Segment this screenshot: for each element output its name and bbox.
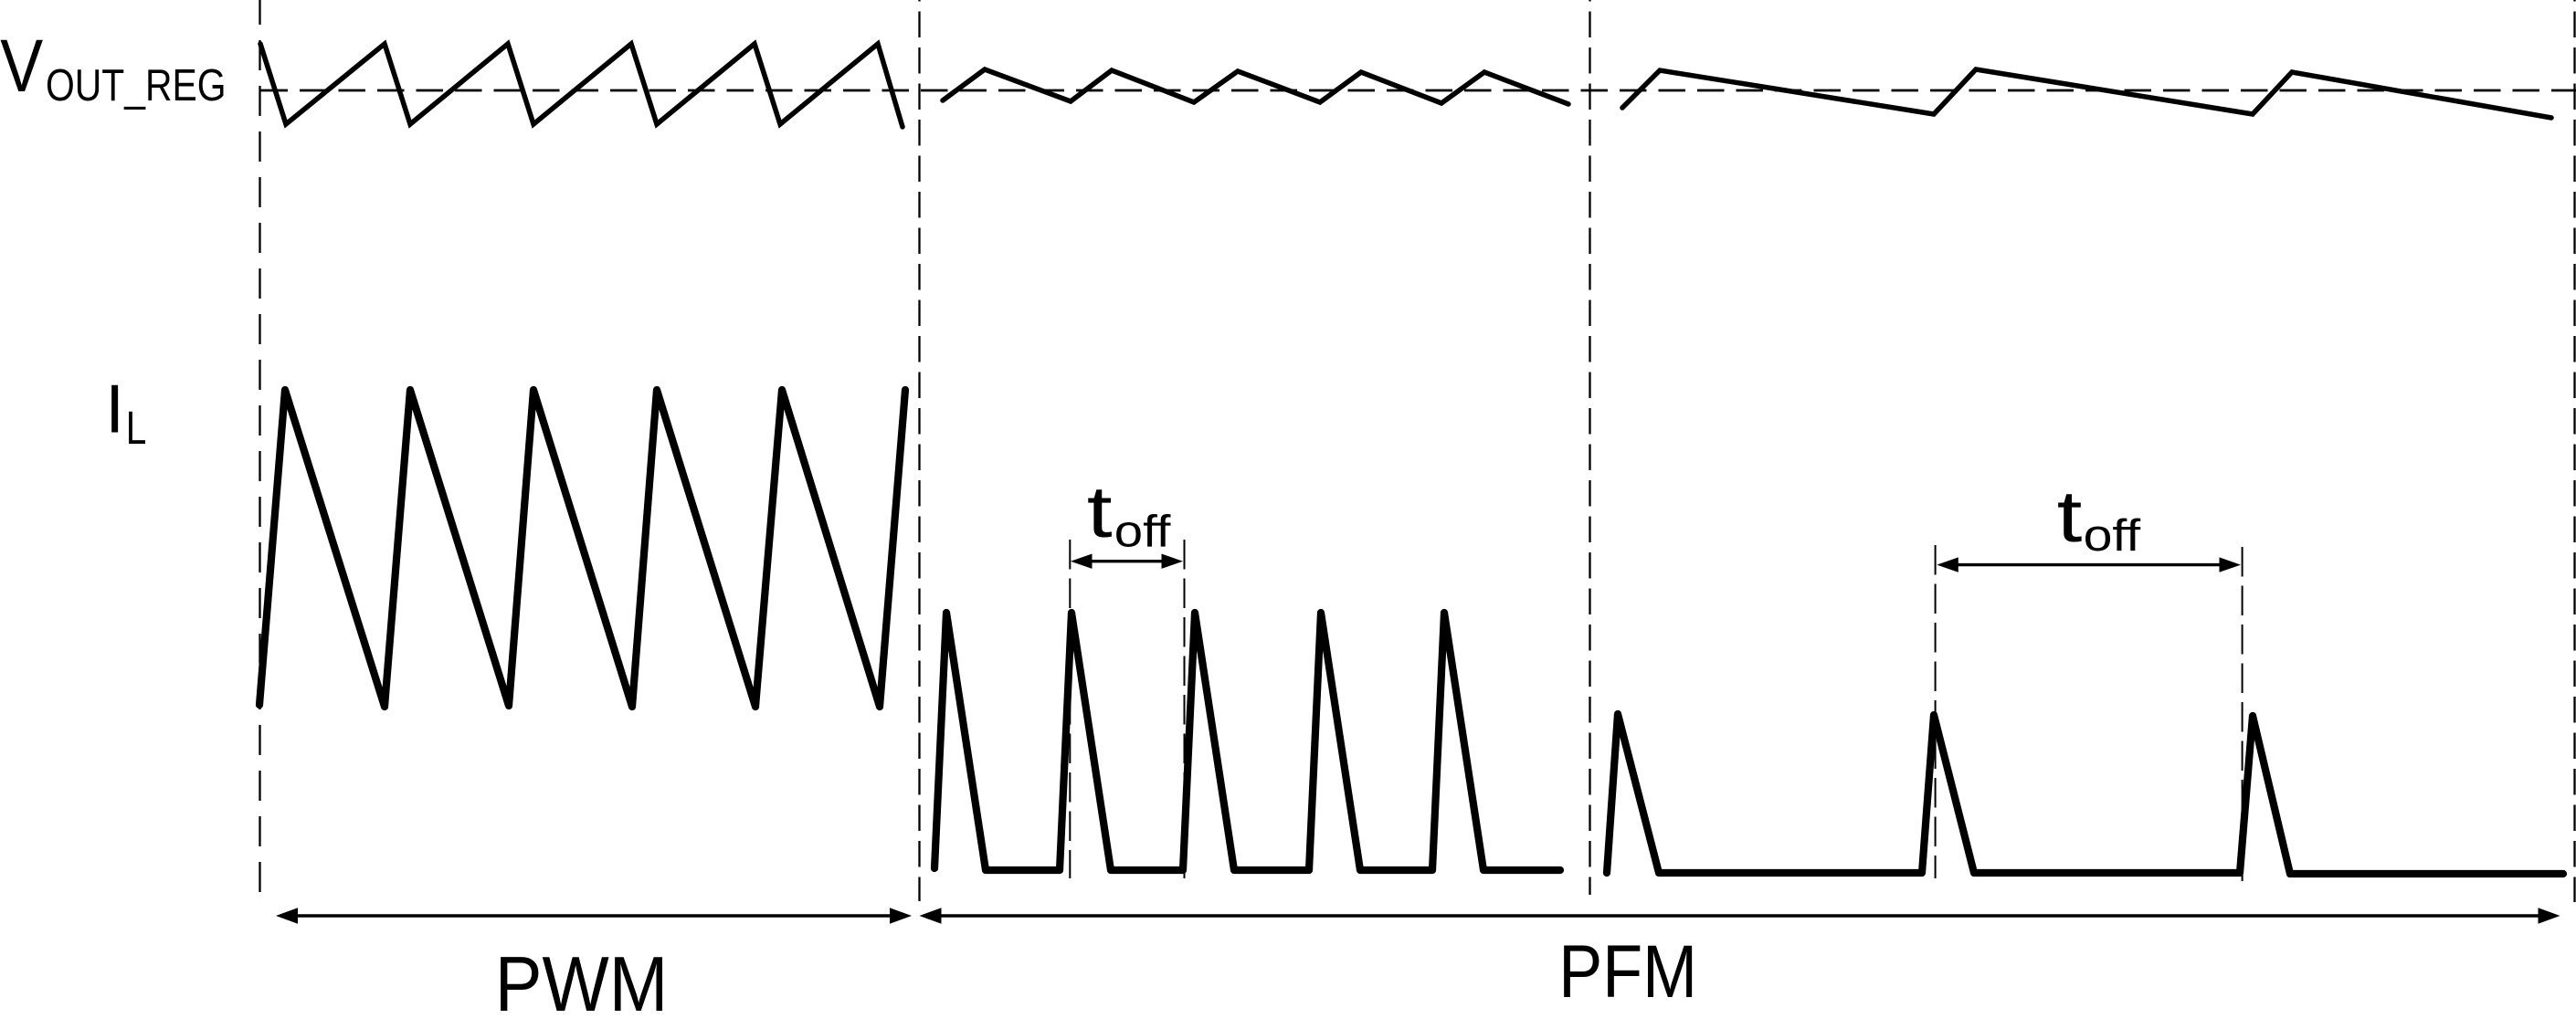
svg-text:off: off: [2084, 510, 2141, 561]
svg-text:L: L: [126, 402, 147, 454]
svg-text:off: off: [1114, 508, 1171, 557]
svg-text:PWM: PWM: [495, 941, 669, 1028]
svg-text:PFM: PFM: [1558, 930, 1697, 1013]
svg-text:OUT_REG: OUT_REG: [46, 60, 227, 110]
svg-text:t: t: [1087, 471, 1113, 552]
svg-text:t: t: [2057, 476, 2083, 557]
svg-text:V: V: [0, 25, 43, 108]
svg-text:I: I: [105, 371, 124, 447]
